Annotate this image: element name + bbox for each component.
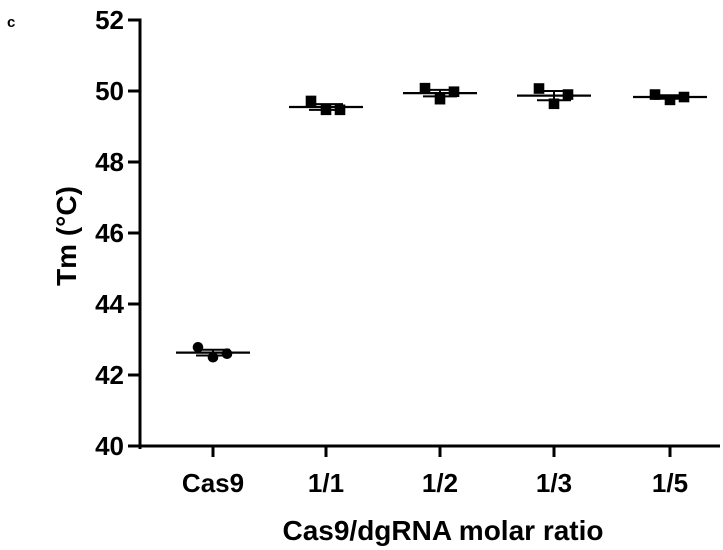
y-tick-label: 40 [95, 431, 124, 461]
y-axis-ticks: 40 42 44 46 48 50 52 [95, 5, 140, 461]
x-category-label: 1/5 [652, 468, 688, 498]
data-point [664, 94, 676, 106]
data-point [548, 98, 560, 110]
y-tick-label: 46 [95, 218, 124, 248]
data-point [192, 342, 204, 353]
data-point [207, 351, 219, 363]
data-point [533, 83, 545, 94]
y-tick-label: 42 [95, 360, 124, 390]
x-category-label: 1/3 [536, 468, 572, 498]
y-tick-label: 50 [95, 76, 124, 106]
series-group [517, 83, 591, 110]
data-point [419, 82, 431, 94]
data-point [334, 104, 346, 116]
data-point [305, 95, 317, 107]
y-tick-label: 48 [95, 147, 124, 177]
data-point [562, 89, 574, 100]
series-group [633, 89, 707, 106]
y-tick-label: 44 [95, 289, 124, 319]
series-group [403, 82, 477, 105]
data-point [320, 104, 332, 116]
x-axis-category-labels: Cas9 1/1 1/2 1/3 1/5 [182, 446, 688, 498]
data-point [221, 348, 233, 360]
data-point [448, 86, 460, 98]
x-category-label: 1/1 [308, 468, 344, 498]
data-point [678, 91, 690, 103]
y-axis-title: Tm (°C) [51, 186, 82, 286]
x-category-label: Cas9 [182, 468, 244, 498]
x-category-label: 1/2 [422, 468, 458, 498]
data-marks [176, 82, 707, 363]
panel-label: c [7, 14, 15, 31]
series-group [289, 95, 363, 116]
data-point [649, 89, 661, 100]
data-point [434, 93, 446, 105]
y-tick-label: 52 [95, 5, 124, 35]
series-group [176, 342, 250, 363]
x-axis-title: Cas9/dgRNA molar ratio [282, 515, 603, 546]
